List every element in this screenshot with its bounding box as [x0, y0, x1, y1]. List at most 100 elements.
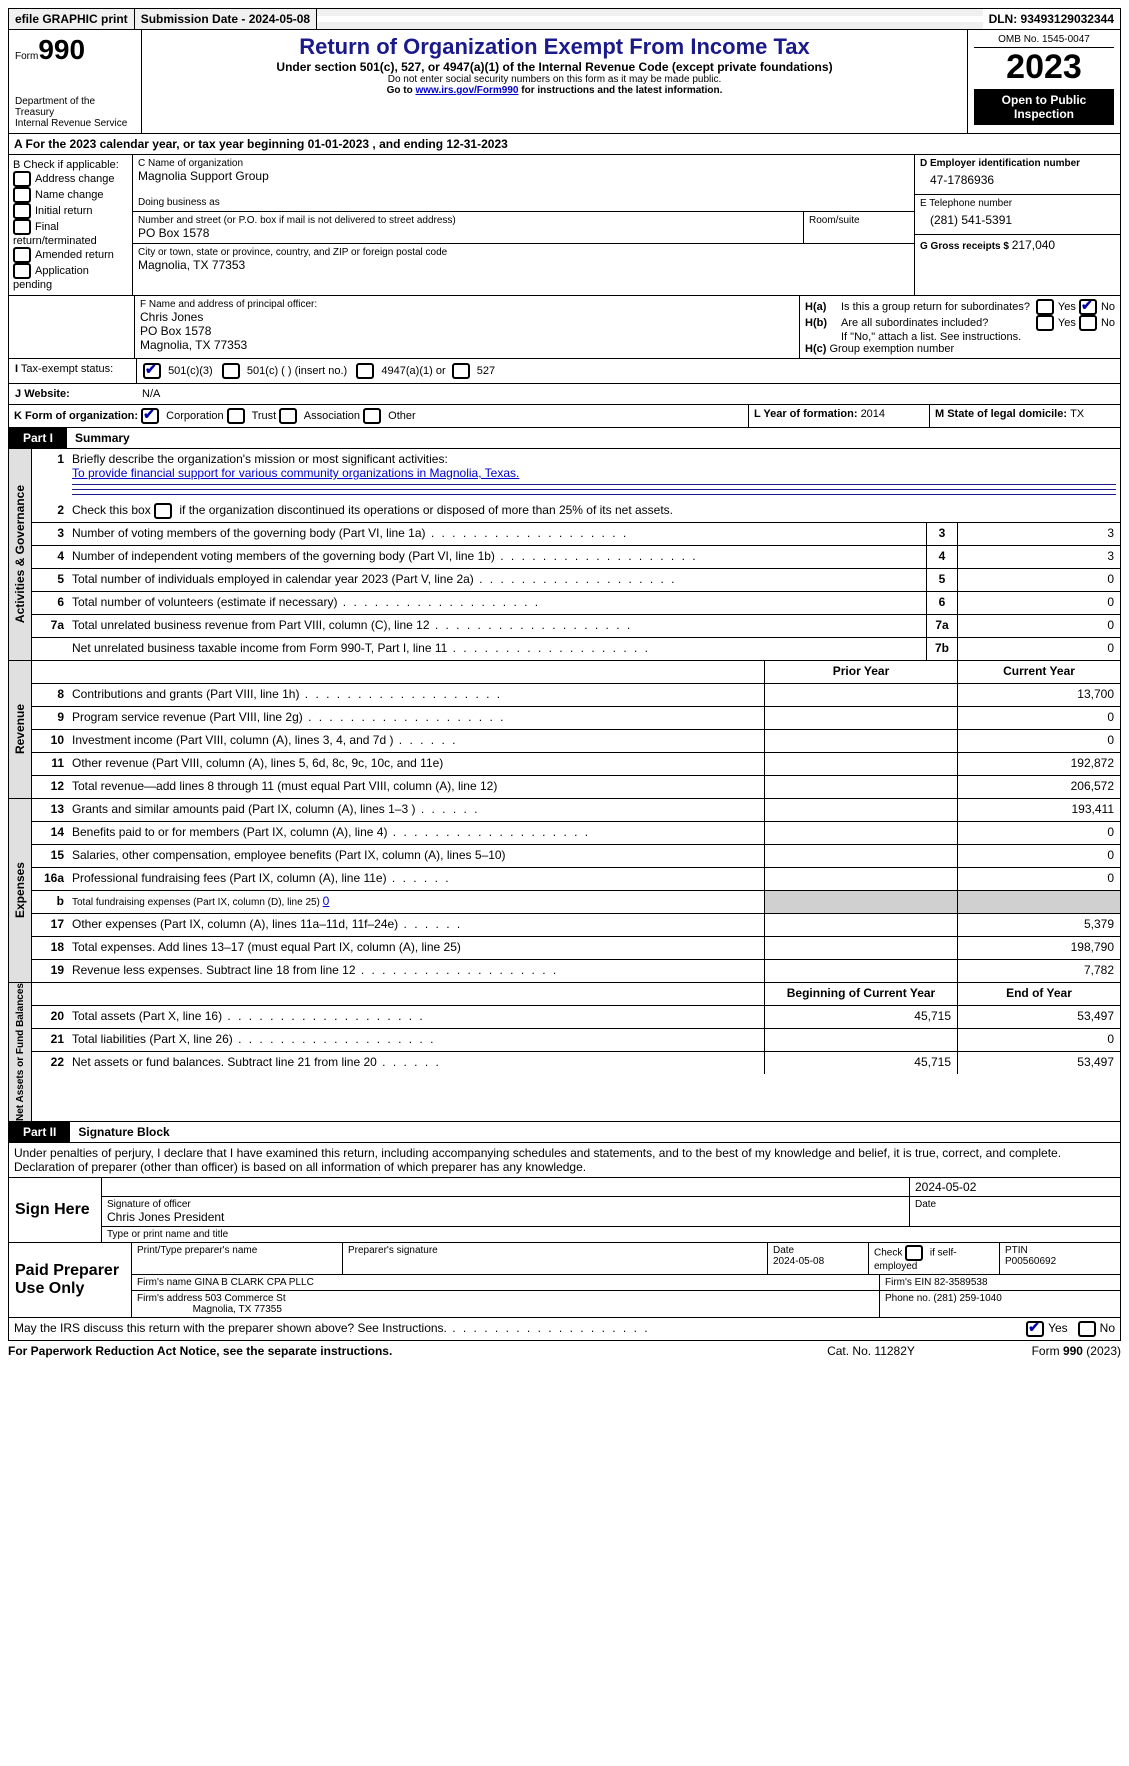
checkbox-icon[interactable] [13, 187, 31, 203]
period-row: A For the 2023 calendar year, or tax yea… [8, 134, 1121, 155]
d16b-text: Total fundraising expenses (Part IX, col… [72, 897, 323, 908]
self-emp-cell: Check if self-employed [869, 1243, 1000, 1274]
rev-block: Revenue Prior YearCurrent Year 8Contribu… [8, 661, 1121, 799]
box-k: K Form of organization: Corporation Trus… [9, 405, 749, 427]
firm-addr2: Magnolia, TX 77355 [193, 1304, 282, 1315]
opt-4947: 4947(a)(1) or [381, 365, 445, 377]
goto-pre: Go to [387, 85, 416, 96]
checkbox-icon[interactable] [154, 503, 172, 519]
side-exp: Expenses [9, 799, 32, 982]
n5: 5 [32, 569, 68, 591]
n12: 12 [32, 776, 68, 798]
status-i: I Tax-exempt status: 501(c)(3) 501(c) ( … [8, 359, 1121, 384]
box-c: C Name of organization Magnolia Support … [133, 155, 914, 295]
n13: 13 [32, 799, 68, 821]
side-na-text: Net Assets or Fund Balances [15, 983, 26, 1121]
room-label: Room/suite [804, 212, 914, 243]
tax-year: 2023 [974, 48, 1114, 87]
discuss-q: May the IRS discuss this return with the… [14, 1321, 1026, 1337]
preparer-content: Print/Type preparer's name Preparer's si… [132, 1243, 1120, 1317]
period-mid: , and ending [369, 137, 446, 151]
cy19: 7,782 [957, 960, 1120, 982]
org-name-cell: C Name of organization Magnolia Support … [133, 155, 914, 212]
officer-sig: Chris Jones President [107, 1210, 904, 1224]
checkbox-icon[interactable] [905, 1245, 923, 1261]
sign-date-label: Date [910, 1197, 1120, 1226]
org-addr: PO Box 1578 [138, 226, 798, 240]
gross-value: 217,040 [1012, 238, 1055, 252]
side-exp-text: Expenses [13, 862, 27, 918]
sign-block: Sign Here 2024-05-02 Signature of office… [8, 1178, 1121, 1243]
py12 [764, 776, 957, 798]
checkbox-icon[interactable] [222, 363, 240, 379]
checkbox-icon[interactable] [13, 203, 31, 219]
no-label: No [1101, 301, 1115, 313]
opt-assoc: Association [304, 410, 360, 422]
org-name: Magnolia Support Group [138, 169, 909, 183]
d13: Grants and similar amounts paid (Part IX… [68, 799, 764, 821]
hb-yesno: Yes No [1036, 315, 1115, 331]
checkbox-icon[interactable] [141, 408, 159, 424]
officer-label: F Name and address of principal officer: [140, 299, 794, 310]
firm-ein: 82-3589538 [934, 1277, 987, 1288]
officer-addr1: PO Box 1578 [140, 324, 794, 338]
by-hdr: Beginning of Current Year [764, 983, 957, 1005]
website-value: N/A [136, 384, 1120, 404]
ptin-label: PTIN [1005, 1245, 1028, 1256]
discuss-text: May the IRS discuss this return with the… [14, 1321, 447, 1335]
n19: 19 [32, 960, 68, 982]
py10 [764, 730, 957, 752]
mission-text[interactable]: To provide financial support for various… [72, 466, 519, 480]
declaration-text: Under penalties of perjury, I declare th… [9, 1143, 1120, 1177]
checkbox-icon[interactable] [13, 219, 31, 235]
c7a: 7a [926, 615, 957, 637]
side-ag-text: Activities & Governance [13, 485, 27, 623]
cy13: 193,411 [957, 799, 1120, 821]
domicile-label: M State of legal domicile: [935, 408, 1070, 420]
checkbox-icon[interactable] [13, 171, 31, 187]
n11: 11 [32, 753, 68, 775]
ssn-note: Do not enter social security numbers on … [148, 74, 961, 85]
ey-hdr: End of Year [957, 983, 1120, 1005]
exp-block: Expenses 13Grants and similar amounts pa… [8, 799, 1121, 983]
phone-label: E Telephone number [920, 198, 1115, 209]
py21 [764, 1029, 957, 1051]
yof-label: L Year of formation: [754, 408, 861, 420]
opt-trust: Trust [252, 410, 277, 422]
gross-label: G Gross receipts $ [920, 241, 1012, 252]
checkbox-icon[interactable] [1036, 315, 1054, 331]
checkbox-icon[interactable] [13, 263, 31, 279]
d6: Total number of volunteers (estimate if … [68, 592, 926, 614]
addr-cell: Number and street (or P.O. box if mail i… [133, 212, 914, 244]
prep-sig-label: Preparer's signature [343, 1243, 768, 1274]
period-pre: A For the 2023 calendar year, or tax yea… [14, 137, 308, 151]
n17: 17 [32, 914, 68, 936]
checkbox-icon[interactable] [1078, 1321, 1096, 1337]
opt-527: 527 [477, 365, 495, 377]
submission-date: Submission Date - 2024-05-08 [135, 9, 317, 29]
checkbox-icon[interactable] [227, 408, 245, 424]
cy15: 0 [957, 845, 1120, 867]
checkbox-icon[interactable] [279, 408, 297, 424]
checkbox-icon[interactable] [1026, 1321, 1044, 1337]
checkbox-icon[interactable] [1079, 315, 1097, 331]
checkbox-icon[interactable] [356, 363, 374, 379]
type-label: Type or print name and title [102, 1227, 1120, 1242]
sign-date: 2024-05-02 [910, 1178, 1120, 1196]
side-rev: Revenue [9, 661, 32, 798]
period-begin: 01-01-2023 [308, 137, 369, 151]
py11 [764, 753, 957, 775]
checkbox-icon[interactable] [1036, 299, 1054, 315]
checkbox-icon[interactable] [452, 363, 470, 379]
klm-row: K Form of organization: Corporation Trus… [8, 405, 1121, 428]
v3: 3 [957, 523, 1120, 545]
checkbox-icon[interactable] [1079, 299, 1097, 315]
preparer-block: Paid Preparer Use Only Print/Type prepar… [8, 1243, 1121, 1318]
checkbox-icon[interactable] [13, 247, 31, 263]
form990-link[interactable]: www.irs.gov/Form990 [415, 85, 518, 96]
form-title: Return of Organization Exempt From Incom… [148, 34, 961, 60]
c7b: 7b [926, 638, 957, 660]
checkbox-icon[interactable] [143, 363, 161, 379]
v16b[interactable]: 0 [323, 894, 330, 908]
checkbox-icon[interactable] [363, 408, 381, 424]
